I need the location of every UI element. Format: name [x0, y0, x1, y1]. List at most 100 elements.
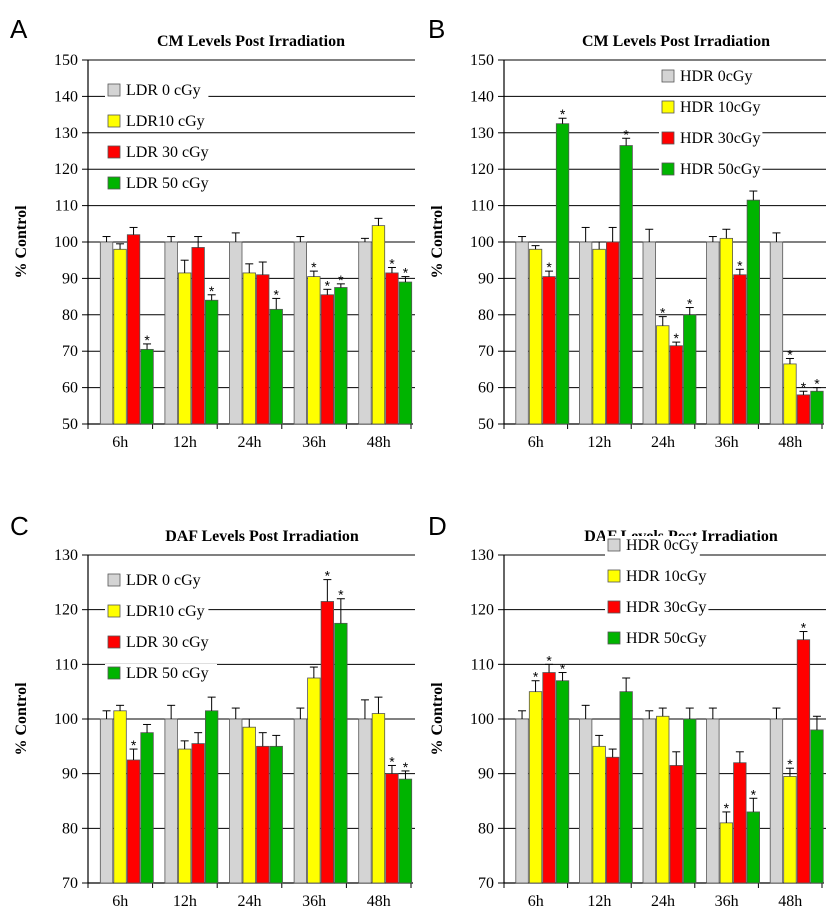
legend-label: HDR 10cGy — [680, 99, 760, 116]
x-tick-label: 36h — [302, 893, 326, 910]
bar — [270, 309, 283, 424]
y-tick-label: 90 — [62, 766, 78, 783]
x-tick-label: 48h — [778, 893, 802, 910]
bar — [141, 733, 154, 883]
x-tick-label: 36h — [715, 434, 739, 451]
bar — [308, 678, 321, 883]
y-tick-label: 60 — [62, 380, 78, 397]
legend-swatch — [662, 101, 674, 113]
bar — [543, 277, 556, 424]
bar — [529, 692, 542, 883]
y-tick-label: 80 — [62, 820, 78, 837]
bar — [335, 623, 348, 883]
significance-marker: * — [724, 800, 730, 816]
significance-marker: * — [751, 786, 757, 802]
bar — [529, 249, 542, 424]
y-tick-label: 90 — [478, 270, 494, 287]
bar — [670, 346, 683, 424]
legend-swatch — [108, 636, 120, 648]
bar — [784, 364, 797, 424]
bar — [141, 349, 154, 424]
bar — [359, 719, 372, 883]
bar — [684, 719, 697, 883]
x-tick-label: 6h — [112, 893, 128, 910]
bar — [230, 719, 243, 883]
bar — [294, 719, 307, 883]
bar — [243, 727, 256, 883]
significance-marker: * — [560, 106, 566, 122]
legend-swatch — [108, 115, 120, 127]
x-tick-label: 24h — [238, 434, 262, 451]
significance-marker: * — [338, 272, 344, 288]
bar — [720, 823, 733, 883]
bar — [372, 226, 385, 424]
x-tick-label: 12h — [173, 434, 197, 451]
bar — [784, 776, 797, 883]
y-tick-label: 110 — [471, 198, 494, 215]
legend-swatch — [108, 574, 120, 586]
bar — [811, 391, 824, 424]
bar — [620, 692, 633, 883]
legend-label: HDR 30cGy — [680, 130, 760, 147]
x-tick-label: 6h — [528, 893, 544, 910]
y-tick-label: 120 — [470, 602, 494, 619]
significance-marker: * — [131, 737, 137, 753]
y-tick-label: 120 — [470, 161, 494, 178]
bar — [243, 273, 256, 424]
bar — [707, 719, 720, 883]
bar — [321, 295, 334, 424]
bar — [556, 681, 569, 883]
y-tick-label: 50 — [478, 416, 494, 433]
significance-marker: * — [801, 379, 807, 395]
bar — [359, 242, 372, 424]
bar — [516, 242, 529, 424]
bar — [684, 315, 697, 424]
legend-label: LDR 50 cGy — [126, 665, 209, 682]
significance-marker: * — [144, 332, 150, 348]
x-tick-label: 36h — [302, 434, 326, 451]
panel-a: A CM Levels Post Irradiation % Control 50 60… — [10, 14, 415, 451]
panel-letter: A — [10, 14, 28, 44]
y-tick-label: 150 — [54, 52, 78, 69]
y-tick-label: 100 — [54, 711, 78, 728]
bar — [294, 242, 307, 424]
y-tick-label: 80 — [62, 307, 78, 324]
x-tick-label: 36h — [715, 893, 739, 910]
y-tick-label: 110 — [55, 198, 78, 215]
y-axis-label: % Control — [13, 205, 30, 279]
bar — [335, 288, 348, 425]
y-tick-label: 100 — [54, 234, 78, 251]
bar — [165, 719, 178, 883]
legend-swatch — [108, 605, 120, 617]
bar — [770, 242, 783, 424]
legend-swatch — [108, 667, 120, 679]
bar — [178, 749, 191, 883]
chart-title: CM Levels Post Irradiation — [157, 33, 345, 50]
bar — [606, 757, 619, 883]
legend-label: LDR 0 cGy — [126, 82, 201, 99]
bar — [270, 746, 283, 883]
legend-swatch — [662, 163, 674, 175]
x-tick-label: 6h — [112, 434, 128, 451]
legend-label: HDR 30cGy — [626, 599, 706, 616]
y-tick-label: 80 — [478, 307, 494, 324]
y-tick-label: 130 — [470, 547, 494, 564]
bar — [734, 275, 747, 424]
bar — [643, 719, 656, 883]
significance-marker: * — [389, 753, 395, 769]
significance-marker: * — [209, 283, 215, 299]
y-tick-label: 70 — [478, 343, 494, 360]
bar — [579, 719, 592, 883]
bar — [643, 242, 656, 424]
bar — [399, 779, 412, 883]
legend-swatch — [608, 632, 620, 644]
bar — [657, 716, 670, 883]
legend-swatch — [108, 84, 120, 96]
legend-label: LDR 0 cGy — [126, 572, 201, 589]
y-tick-label: 90 — [62, 270, 78, 287]
bar — [386, 273, 399, 424]
bar — [734, 763, 747, 883]
legend-label: LDR10 cGy — [126, 113, 205, 130]
legend-label: HDR 10cGy — [626, 568, 706, 585]
y-tick-label: 130 — [470, 125, 494, 142]
